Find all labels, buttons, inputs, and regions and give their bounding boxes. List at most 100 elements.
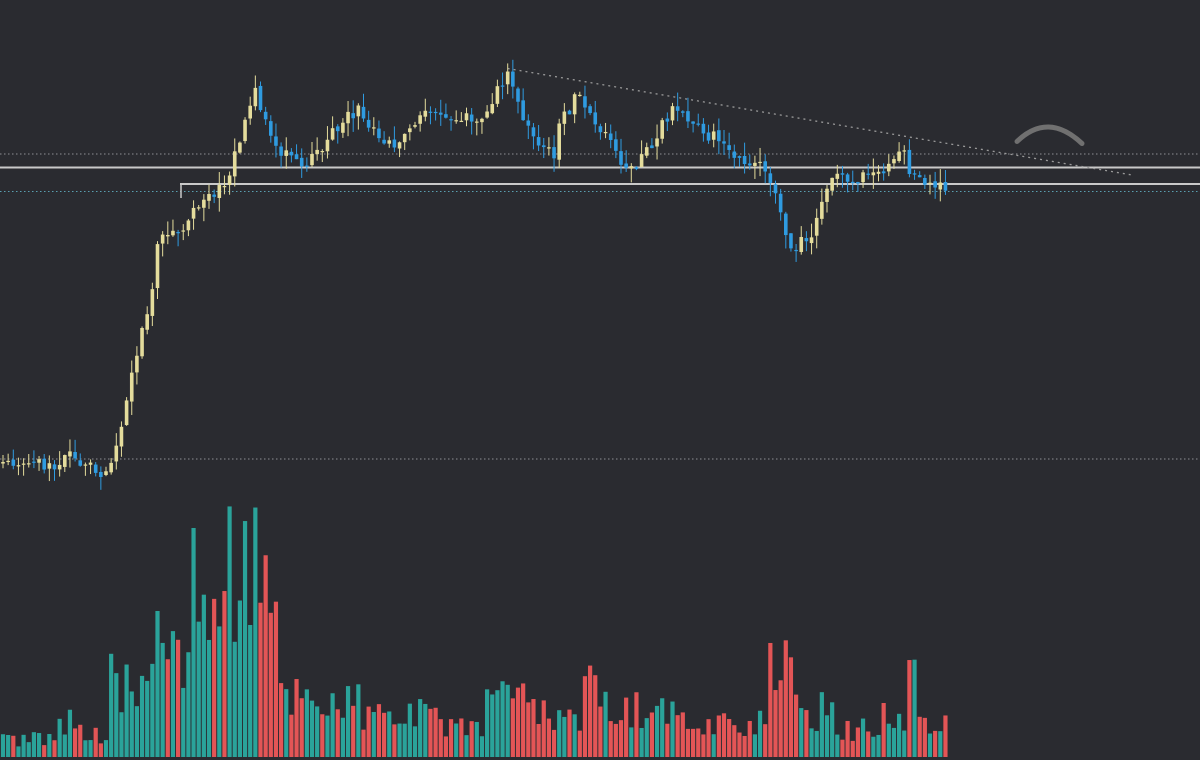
volume-bar bbox=[526, 702, 531, 757]
volume-bar bbox=[567, 709, 572, 757]
volume-bar bbox=[438, 719, 443, 757]
candle-body-down bbox=[351, 113, 355, 119]
volume-bar bbox=[186, 652, 191, 757]
candle-body-up bbox=[21, 463, 26, 465]
candle-body-up bbox=[871, 172, 876, 176]
volume-bar bbox=[459, 718, 464, 757]
candle-body-down bbox=[500, 85, 505, 87]
volume-bar bbox=[701, 734, 706, 757]
candle-body-down bbox=[32, 461, 36, 463]
candle-body-down bbox=[274, 136, 278, 146]
volume-bar bbox=[680, 712, 685, 757]
candle-body-up bbox=[155, 244, 160, 289]
candle-body-up bbox=[160, 234, 165, 244]
volume-bar bbox=[577, 730, 582, 757]
candle-body-up bbox=[387, 140, 392, 144]
volume-bar bbox=[330, 693, 335, 757]
volume-bar bbox=[639, 727, 644, 757]
candle-body-up bbox=[547, 147, 551, 149]
volume-bar bbox=[109, 653, 114, 757]
candle-body-up bbox=[644, 147, 649, 156]
candle-body-up bbox=[897, 151, 901, 161]
candle-body-up bbox=[356, 105, 361, 117]
candle-body-up bbox=[150, 289, 155, 316]
price-candles bbox=[1, 59, 948, 490]
candle-body-up bbox=[397, 142, 402, 149]
volume-bar bbox=[248, 624, 253, 757]
volume-bar bbox=[263, 555, 268, 757]
candle-body-up bbox=[207, 194, 211, 201]
volume-bar bbox=[366, 706, 371, 757]
volume-bar bbox=[624, 697, 629, 757]
volume-bar bbox=[588, 665, 593, 757]
candle-body-up bbox=[480, 118, 484, 123]
candle-body-down bbox=[449, 119, 453, 121]
candle-body-up bbox=[799, 236, 804, 252]
volume-bar bbox=[824, 715, 830, 757]
candle-body-down bbox=[593, 112, 598, 125]
volume-bar bbox=[165, 659, 170, 757]
candle-body-up bbox=[88, 462, 93, 465]
volume-bar bbox=[897, 713, 902, 757]
volume-bar bbox=[227, 506, 232, 757]
candle-body-down bbox=[176, 232, 180, 234]
candle-body-down bbox=[361, 106, 366, 119]
volume-bar bbox=[212, 598, 217, 757]
volume-bar bbox=[943, 715, 948, 757]
volume-bar bbox=[593, 675, 598, 757]
candle-body-up bbox=[181, 230, 186, 232]
candle-body-down bbox=[881, 171, 886, 174]
candle-body-up bbox=[238, 142, 242, 153]
volume-bar bbox=[783, 640, 788, 757]
volume-bar bbox=[170, 631, 176, 757]
volume-bar bbox=[649, 712, 654, 757]
volume-bar bbox=[551, 729, 557, 757]
volume-bar bbox=[134, 706, 139, 757]
volume-bar bbox=[644, 718, 649, 757]
candle-body-up bbox=[408, 128, 412, 133]
candle-body-up bbox=[505, 71, 510, 85]
volume-bar bbox=[819, 692, 824, 757]
volume-bar bbox=[397, 723, 402, 757]
candle-body-down bbox=[289, 151, 294, 156]
candle-body-up bbox=[6, 460, 10, 463]
volume-bar bbox=[340, 717, 345, 757]
candle-body-up bbox=[711, 131, 716, 140]
candle-body-down bbox=[444, 114, 448, 118]
volume-bar bbox=[510, 698, 515, 757]
volume-bar bbox=[495, 690, 500, 757]
volume-bar bbox=[382, 712, 387, 757]
volume-bar bbox=[716, 715, 721, 757]
candle-body-up bbox=[454, 120, 458, 122]
volume-bar bbox=[469, 721, 474, 757]
volume-bar bbox=[603, 691, 608, 757]
candle-body-up bbox=[820, 201, 824, 219]
candle-body-down bbox=[650, 145, 654, 149]
candle-body-up bbox=[129, 372, 134, 402]
candle-body-down bbox=[675, 106, 680, 111]
candle-body-down bbox=[850, 181, 855, 184]
candle-body-down bbox=[706, 132, 711, 141]
volume-bar bbox=[804, 710, 809, 757]
candle-body-down bbox=[840, 173, 845, 175]
volume-bar bbox=[222, 591, 227, 757]
volume-bar bbox=[860, 718, 866, 757]
candle-body-up bbox=[876, 171, 881, 174]
candle-body-down bbox=[933, 181, 937, 188]
volume-bar bbox=[490, 694, 495, 757]
candle-body-up bbox=[135, 355, 139, 373]
volume-bar bbox=[685, 728, 691, 757]
trendline-group bbox=[507, 67, 1133, 176]
volume-bar bbox=[768, 642, 773, 757]
candle-body-up bbox=[892, 159, 896, 164]
volume-bar bbox=[361, 729, 366, 757]
volume-bar bbox=[284, 689, 289, 757]
volume-bar bbox=[242, 521, 248, 757]
volume-bar bbox=[114, 673, 119, 757]
candle-body-down bbox=[305, 165, 309, 167]
candle-body-down bbox=[377, 128, 381, 139]
volume-bar bbox=[335, 709, 340, 757]
volume-bar bbox=[618, 720, 624, 757]
